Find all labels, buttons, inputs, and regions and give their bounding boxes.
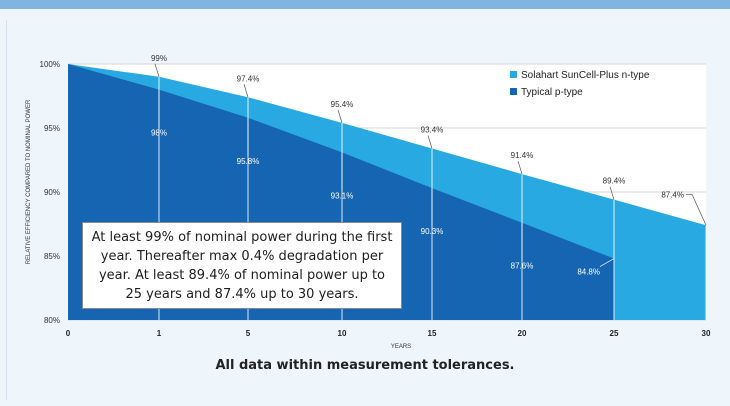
leader-line — [609, 186, 615, 200]
leader-line — [599, 258, 615, 267]
p-type-value-label: 90.3% — [421, 227, 444, 236]
x-tick-label: 1 — [157, 329, 162, 338]
x-axis-label: YEARS — [391, 344, 411, 350]
footnote: All data within measurement tolerances. — [215, 358, 515, 373]
legend-label: Solahart SunCell-Plus n-type — [521, 70, 650, 81]
x-tick-label: 20 — [518, 329, 527, 338]
x-tick-label: 30 — [702, 329, 711, 338]
x-tick-label: 25 — [610, 329, 619, 338]
x-tick-label: 5 — [246, 329, 251, 338]
annotation-box: At least 99% of nominal power during the… — [82, 222, 402, 309]
p-type-value-label: 98% — [151, 129, 167, 138]
legend-swatch — [510, 88, 517, 95]
n-type-value-label: 89.4% — [603, 177, 626, 186]
x-tick-label: 0 — [66, 329, 71, 338]
annotation-text: At least 99% of nominal power during the… — [91, 229, 393, 302]
x-tick-label: 10 — [338, 329, 347, 338]
n-type-value-label: 91.4% — [511, 151, 534, 160]
leader-line — [517, 160, 523, 175]
p-type-value-label: 84.8% — [577, 268, 600, 277]
n-type-value-label: 97.4% — [237, 74, 260, 83]
leader-line — [337, 109, 343, 123]
p-type-value-label: 87.6% — [511, 262, 534, 271]
p-type-value-label: 93.1% — [331, 191, 354, 200]
y-tick-label: 80% — [44, 316, 60, 325]
n-type-value-label: 95.4% — [331, 100, 354, 109]
leader-line — [154, 63, 160, 77]
legend-swatch — [510, 71, 517, 78]
y-tick-label: 85% — [44, 252, 60, 261]
y-axis-label: RELATIVE EFFICIENCY COMPARED TO NOMINAL … — [26, 99, 32, 264]
p-type-value-label: 95.8% — [237, 157, 260, 166]
x-tick-label: 15 — [428, 329, 437, 338]
y-tick-label: 100% — [40, 60, 60, 69]
y-tick-label: 90% — [44, 188, 60, 197]
top-accent-bar — [0, 0, 730, 9]
side-divider — [0, 20, 7, 400]
leader-line — [691, 194, 707, 226]
leader-line — [243, 84, 249, 98]
y-tick-label: 95% — [44, 124, 60, 133]
leader-line — [427, 135, 433, 149]
legend-label: Typical p-type — [521, 87, 583, 98]
n-type-value-label: 87.4% — [661, 190, 684, 199]
n-type-value-label: 93.4% — [421, 125, 444, 134]
n-type-value-label: 99% — [151, 54, 167, 63]
